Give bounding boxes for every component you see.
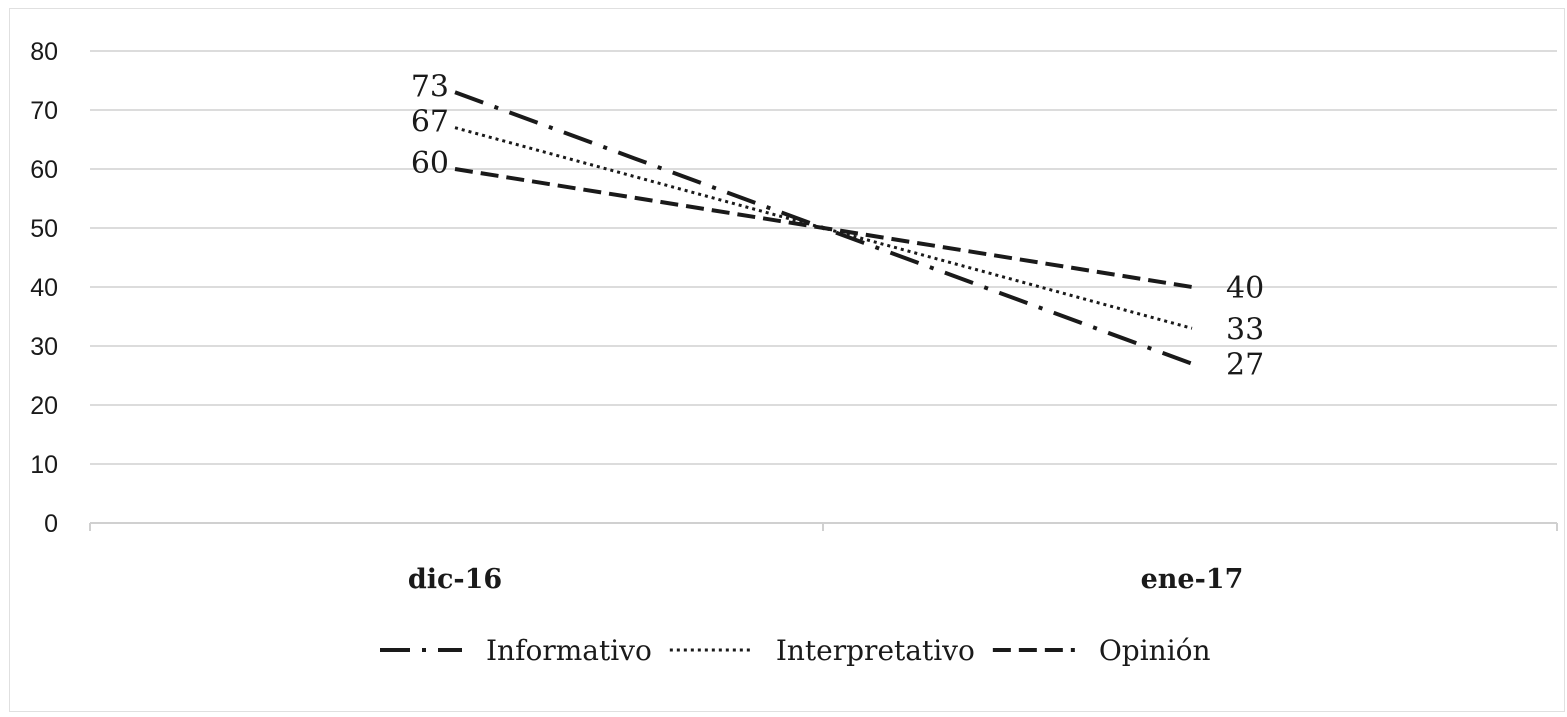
legend: Informativo Interpretativo Opinión [380,634,1211,667]
y-tick-label: 10 [30,451,58,479]
y-tick-label: 70 [30,97,58,125]
data-label: 60 [411,146,449,181]
data-label: 67 [411,105,449,140]
y-tick-label: 20 [30,392,58,420]
chart-frame [9,8,1565,712]
x-tick-label: ene-17 [1141,564,1244,595]
data-label: 27 [1226,348,1264,383]
series-line-interpretativo [454,126,1193,330]
y-tick-label: 80 [30,38,58,66]
series-line-opini-n [454,167,1193,289]
legend-label: Informativo [486,634,652,667]
axes: 0 10 20 30 40 50 60 70 80 dic-16 ene-17 [30,38,1558,595]
legend-label: Interpretativo [776,634,975,667]
y-tick-label: 50 [30,215,58,243]
x-tick-label: dic-16 [408,564,502,595]
gridlines [90,50,1557,465]
y-tick-label: 0 [44,510,58,538]
y-tick-label: 40 [30,274,58,302]
series-lines [454,90,1193,366]
legend-label: Opinión [1099,634,1211,667]
y-tick-label: 60 [30,156,58,184]
y-tick-label: 30 [30,333,58,361]
data-label: 73 [411,69,449,104]
data-label: 40 [1226,271,1264,306]
data-label: 33 [1226,312,1264,347]
